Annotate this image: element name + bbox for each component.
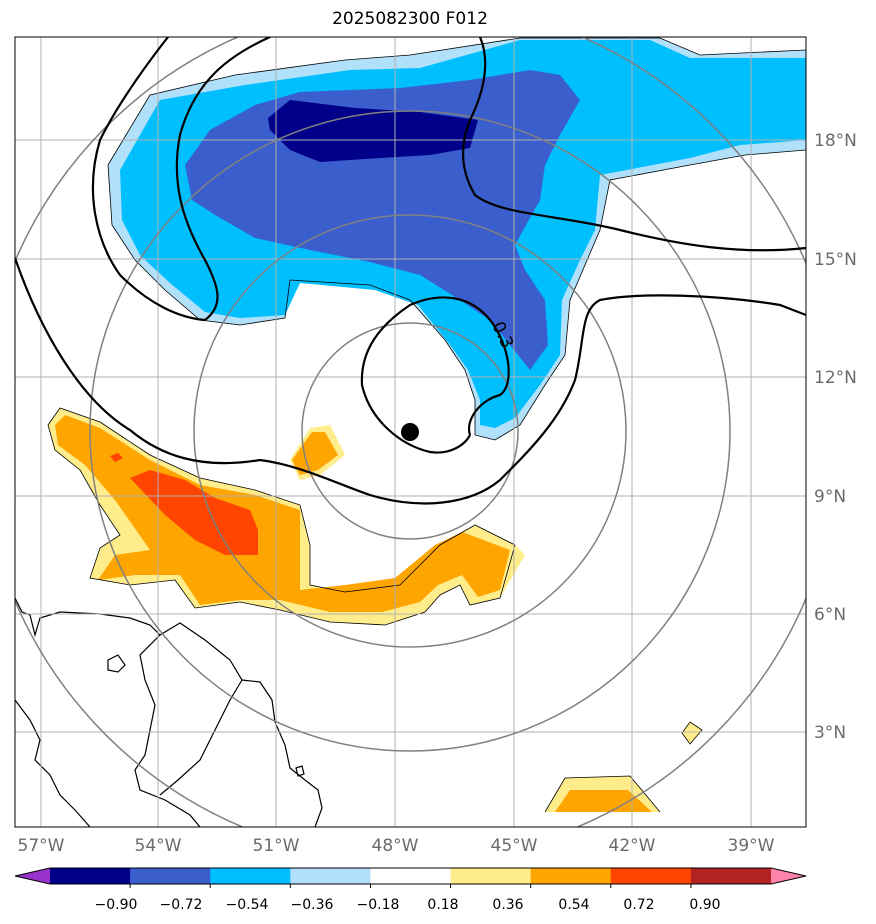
lat-label: 15°N <box>814 250 857 270</box>
red-orange-fill-2 <box>110 453 123 462</box>
orange-fill-3 <box>555 790 652 812</box>
dark-blue-fill <box>268 100 478 162</box>
grid-lines <box>15 37 806 827</box>
lon-label: 51°W <box>253 836 300 856</box>
colorbar-tick-label: 0.72 <box>623 897 654 913</box>
negative-field <box>108 38 806 440</box>
colorbar-segment <box>210 868 291 884</box>
colorbar-extend-low <box>15 868 50 884</box>
red-orange-fill <box>130 470 258 555</box>
lon-label: 42°W <box>609 836 656 856</box>
mid-blue-fill <box>185 70 580 370</box>
colorbar-tick-label: −0.36 <box>291 897 334 913</box>
colorbar-tick-label: 0.36 <box>492 897 523 913</box>
colorbar <box>14 867 807 888</box>
orange-fill <box>55 415 510 612</box>
colorbar-tick-label: −0.18 <box>357 897 400 913</box>
lat-label: 12°N <box>814 368 857 388</box>
storm-center-marker <box>401 423 419 441</box>
colorbar-extend-high <box>771 868 806 884</box>
lon-labels: 57°W 54°W 51°W 48°W 45°W 42°W 39°W <box>18 836 775 856</box>
lat-label: 6°N <box>814 605 846 625</box>
orange-fill-2 <box>292 432 338 475</box>
colorbar-segment <box>50 868 131 884</box>
colorbar-segment <box>370 868 452 884</box>
lon-label: 39°W <box>728 836 775 856</box>
map-area: 0.3 <box>15 37 806 827</box>
lat-label: 18°N <box>814 131 857 151</box>
colorbar-segment <box>290 868 371 884</box>
colorbar-tick-label: −0.90 <box>95 897 138 913</box>
lat-labels: 18°N 15°N 12°N 9°N 6°N 3°N <box>814 131 857 743</box>
colorbar-ticks: −0.90 −0.72 −0.54 −0.36 −0.18 0.18 0.36 … <box>95 897 721 913</box>
coastline <box>15 597 323 827</box>
map-frame <box>14 36 807 828</box>
lon-label: 45°W <box>491 836 538 856</box>
colorbar-tick-label: −0.72 <box>160 897 203 913</box>
lat-label: 9°N <box>814 487 846 507</box>
colorbar-tick-label: −0.54 <box>226 897 269 913</box>
colorbar-outline <box>14 867 807 885</box>
colorbar-tick-label: 0.54 <box>558 897 589 913</box>
lat-label: 3°N <box>814 723 846 743</box>
colorbar-tick-label: 0.90 <box>689 897 720 913</box>
range-rings <box>15 37 806 827</box>
colorbar-tick-label: 0.18 <box>427 897 458 913</box>
colorbar-segment <box>450 868 532 884</box>
colorbar-segment <box>610 868 692 884</box>
positive-field <box>48 408 702 812</box>
map-title: 2025082300 F012 <box>332 9 488 29</box>
light-yellow-fill-4 <box>682 722 702 744</box>
colorbar-segment <box>530 868 612 884</box>
colorbar-segment <box>690 868 772 884</box>
lon-label: 48°W <box>372 836 419 856</box>
colorbar-segment <box>130 868 211 884</box>
lon-label: 57°W <box>18 836 65 856</box>
thick-contours <box>15 37 806 505</box>
lon-label: 54°W <box>135 836 182 856</box>
